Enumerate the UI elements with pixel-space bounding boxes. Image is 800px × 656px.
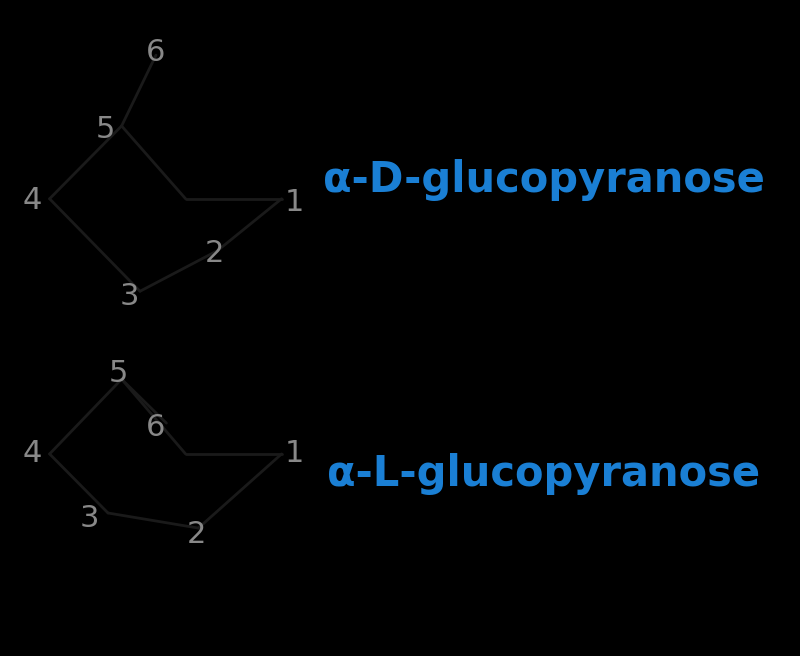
Text: 4: 4 — [22, 440, 42, 468]
Text: 5: 5 — [96, 115, 115, 144]
Text: α-D-glucopyranose: α-D-glucopyranose — [323, 159, 765, 201]
Text: 6: 6 — [146, 38, 166, 67]
Text: 5: 5 — [109, 359, 128, 388]
Text: 6: 6 — [146, 413, 166, 442]
Text: 1: 1 — [285, 188, 304, 216]
Text: α-L-glucopyranose: α-L-glucopyranose — [327, 453, 761, 495]
Text: 2: 2 — [186, 520, 206, 549]
Text: 1: 1 — [285, 440, 304, 468]
Text: 3: 3 — [80, 504, 99, 533]
Text: 3: 3 — [120, 282, 139, 311]
Text: 2: 2 — [205, 239, 224, 268]
Text: 4: 4 — [22, 186, 42, 215]
